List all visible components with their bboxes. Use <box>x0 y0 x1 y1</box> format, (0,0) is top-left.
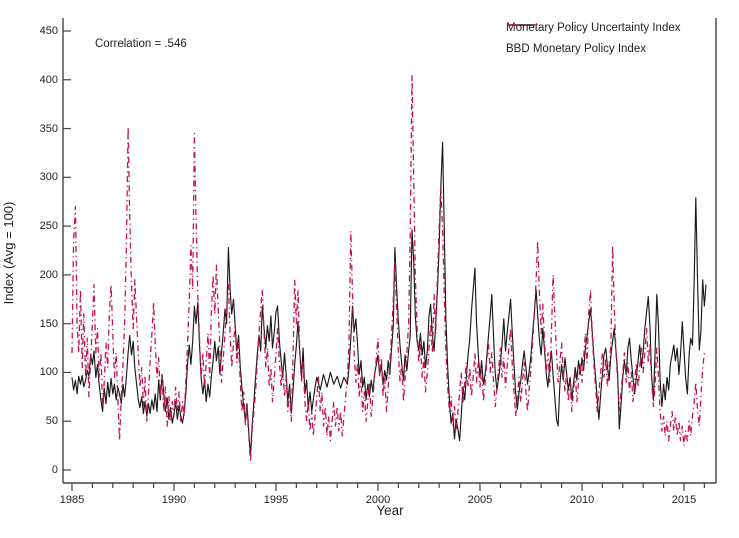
x-tick-label: 2015 <box>671 494 697 506</box>
y-tick-label: 0 <box>51 464 58 476</box>
y-tick-label: 350 <box>39 122 58 135</box>
y-tick-label: 400 <box>39 73 58 86</box>
x-axis-title: Year <box>376 503 404 518</box>
legend-item-bbd: BBD Monetary Policy Index <box>506 24 681 55</box>
y-tick-label: 150 <box>39 317 58 330</box>
legend-label-bbd: BBD Monetary Policy Index <box>506 43 646 55</box>
x-tick-label: 1990 <box>161 494 187 506</box>
correlation-annotation: Correlation = .546 <box>95 38 187 50</box>
y-tick-label: 450 <box>39 25 58 37</box>
series-line-bbd <box>71 74 706 463</box>
y-tick-label: 50 <box>45 415 58 428</box>
x-tick-label: 2005 <box>467 494 493 506</box>
x-tick-label: 1985 <box>59 494 85 506</box>
y-tick-label: 250 <box>39 220 58 233</box>
x-tick-label: 1995 <box>263 494 289 506</box>
x-tick-label: 2010 <box>569 494 595 506</box>
x-tick-label: 2000 <box>365 494 391 506</box>
dash-dot-line-swatch-icon <box>507 24 535 26</box>
legend-label-mpu: Monetary Policy Uncertainty Index <box>506 22 681 34</box>
y-tick-label: 200 <box>39 268 58 281</box>
series-line-mpu <box>71 141 707 456</box>
y-tick-label: 300 <box>39 171 58 184</box>
legend: Monetary Policy Uncertainty Index BBD Mo… <box>506 22 681 55</box>
y-axis-title: Index (Avg = 100) <box>1 201 16 305</box>
y-tick-label: 100 <box>39 366 58 379</box>
